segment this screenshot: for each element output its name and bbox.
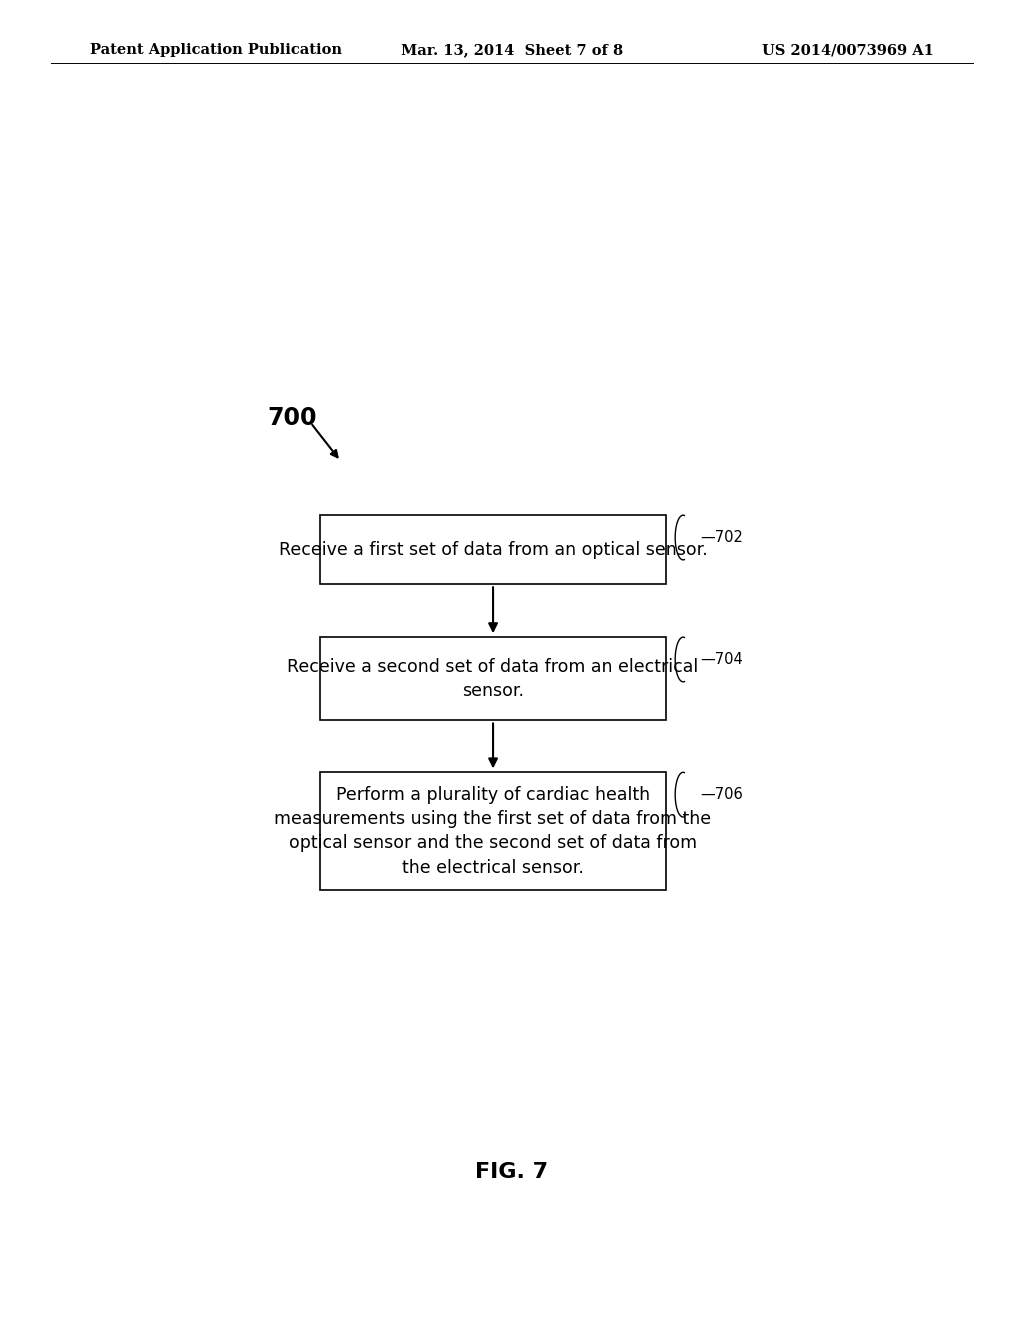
Text: FIG. 7: FIG. 7 bbox=[475, 1162, 549, 1183]
Text: Perform a plurality of cardiac health
measurements using the first set of data f: Perform a plurality of cardiac health me… bbox=[274, 785, 712, 876]
Text: US 2014/0073969 A1: US 2014/0073969 A1 bbox=[762, 44, 934, 57]
Text: —702: —702 bbox=[700, 531, 743, 545]
Text: 700: 700 bbox=[267, 405, 316, 429]
Bar bbox=[321, 772, 666, 890]
Text: Patent Application Publication: Patent Application Publication bbox=[90, 44, 342, 57]
Bar bbox=[321, 515, 666, 585]
Text: Receive a first set of data from an optical sensor.: Receive a first set of data from an opti… bbox=[279, 541, 708, 558]
Text: Mar. 13, 2014  Sheet 7 of 8: Mar. 13, 2014 Sheet 7 of 8 bbox=[401, 44, 623, 57]
Text: Receive a second set of data from an electrical
sensor.: Receive a second set of data from an ele… bbox=[288, 657, 698, 700]
Bar bbox=[321, 638, 666, 721]
Text: —704: —704 bbox=[700, 652, 743, 667]
Text: —706: —706 bbox=[700, 787, 743, 803]
